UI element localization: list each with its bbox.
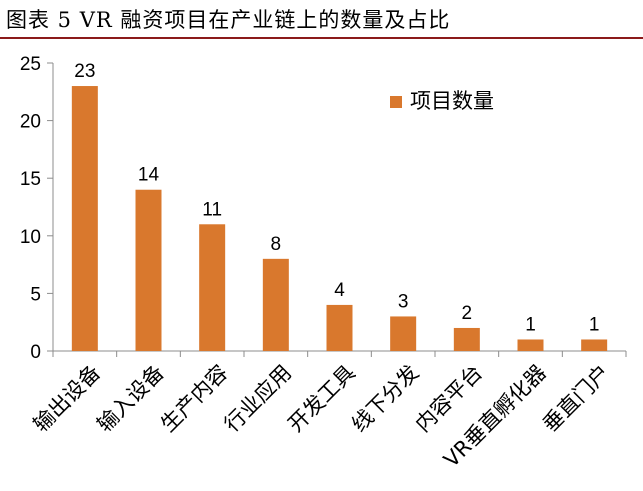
y-tick-label: 25 (20, 54, 41, 75)
data-label: 1 (589, 314, 600, 335)
x-category-label: 输出设备 (29, 360, 105, 436)
x-category-label: 垂直门户 (538, 360, 614, 436)
bar (517, 339, 544, 351)
data-label: 14 (138, 165, 160, 186)
data-label: 8 (271, 234, 282, 255)
bar (453, 327, 480, 351)
y-tick-label: 20 (20, 112, 41, 133)
bar (390, 316, 417, 351)
x-category-label: 生产内容 (156, 360, 232, 436)
title-rule (0, 37, 643, 39)
bar (71, 86, 98, 351)
y-tick-label: 10 (20, 227, 41, 248)
x-category-label: 输入设备 (92, 360, 168, 436)
y-tick-label: 15 (20, 169, 41, 190)
data-label: 4 (334, 280, 345, 301)
data-label: 1 (525, 314, 536, 335)
data-label: 2 (462, 303, 473, 324)
bar (326, 304, 353, 351)
x-category-label: 线下分发 (347, 360, 423, 436)
x-category-label: 开发工具 (283, 360, 359, 436)
bar (262, 258, 289, 351)
data-label: 3 (398, 291, 409, 312)
bar (135, 189, 162, 351)
y-tick-label: 0 (30, 342, 41, 363)
y-tick-label: 5 (30, 284, 41, 305)
bar (581, 339, 608, 351)
legend-label: 项目数量 (410, 89, 494, 113)
data-label: 11 (202, 199, 222, 220)
x-category-label: 行业应用 (220, 360, 296, 436)
figure-title: 图表 5 VR 融资项目在产业链上的数量及占比 (6, 8, 451, 32)
data-label: 23 (74, 61, 95, 82)
legend-swatch (390, 96, 402, 108)
bar (199, 224, 226, 351)
